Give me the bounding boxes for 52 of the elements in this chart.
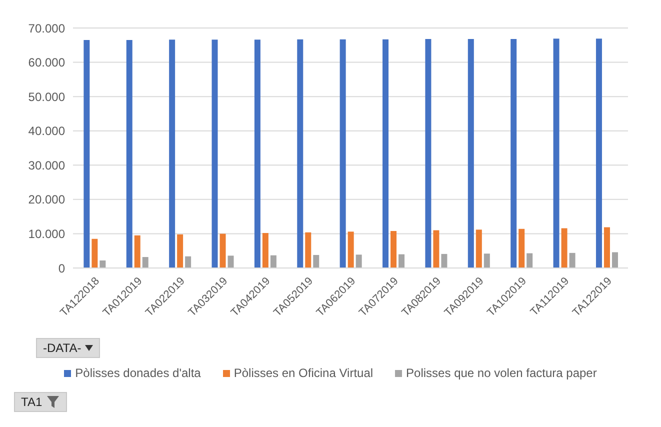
field-button: -DATA- xyxy=(36,338,100,358)
bar xyxy=(177,234,184,268)
bar xyxy=(398,254,405,268)
bar xyxy=(126,40,132,268)
filter-button: TA1 xyxy=(14,392,68,412)
bar xyxy=(433,230,440,268)
bar xyxy=(270,255,276,268)
bar xyxy=(476,230,482,268)
bar xyxy=(169,40,176,268)
bar xyxy=(612,252,618,268)
bar xyxy=(561,228,568,268)
bar xyxy=(313,254,320,268)
legend-label: Polisses que no volen factura paper xyxy=(405,366,597,380)
bar xyxy=(212,40,218,268)
bar xyxy=(340,39,346,268)
y-tick-label: 50.000 xyxy=(28,90,66,104)
bar xyxy=(84,40,90,268)
bar xyxy=(134,235,140,268)
bar xyxy=(596,38,602,268)
bar xyxy=(142,257,148,268)
y-tick-label: 10.000 xyxy=(28,226,66,241)
bar xyxy=(484,254,490,268)
bar xyxy=(228,256,234,268)
y-tick-label: 40.000 xyxy=(28,124,66,138)
bar xyxy=(100,260,106,268)
y-tick-label: 30.000 xyxy=(28,158,66,172)
bar xyxy=(553,38,560,268)
bar xyxy=(382,39,389,268)
bar xyxy=(348,232,354,268)
bar xyxy=(254,40,260,268)
bar xyxy=(220,234,226,268)
legend-label: Pòlisses donades d'alta xyxy=(74,366,201,380)
bar xyxy=(297,39,304,268)
bar xyxy=(526,253,533,268)
bar xyxy=(390,230,397,268)
bar xyxy=(356,254,362,268)
bar xyxy=(185,256,192,268)
bar xyxy=(441,254,448,268)
y-tick-label: 0 xyxy=(58,261,66,276)
legend-label: Pòlisses en Oficina Virtual xyxy=(232,366,374,380)
y-tick-label: 70.000 xyxy=(28,21,66,36)
bar xyxy=(468,38,474,268)
bar xyxy=(510,38,517,268)
bar xyxy=(604,227,610,268)
bar xyxy=(518,228,525,268)
bar xyxy=(92,238,98,268)
bar xyxy=(425,38,432,268)
y-tick-label: 60.000 xyxy=(28,56,66,70)
bar xyxy=(569,252,576,268)
bar xyxy=(305,232,312,268)
bar xyxy=(262,233,268,268)
y-tick-label: 20.000 xyxy=(28,192,66,207)
